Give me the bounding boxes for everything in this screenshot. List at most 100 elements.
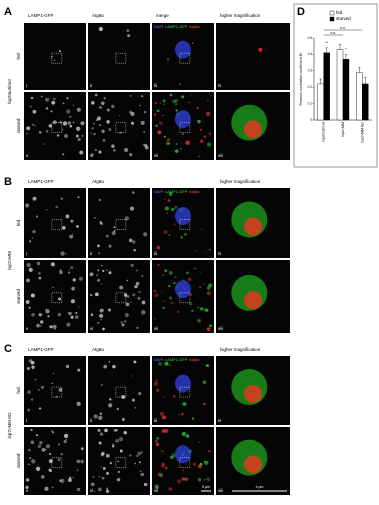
signal — [30, 293, 35, 298]
signal — [129, 301, 132, 304]
signal — [101, 476, 105, 480]
signal — [183, 232, 187, 236]
signal — [78, 276, 84, 281]
signal — [98, 475, 101, 478]
signal — [191, 94, 193, 97]
signal — [111, 443, 115, 447]
signal — [185, 463, 188, 465]
signal — [97, 321, 100, 324]
signal — [194, 267, 196, 270]
signal — [62, 128, 64, 131]
signal — [105, 234, 109, 238]
signal — [56, 134, 60, 137]
signal — [175, 143, 178, 145]
signal — [155, 379, 158, 382]
signal — [136, 326, 139, 329]
signal — [64, 133, 69, 138]
micrograph — [88, 188, 150, 258]
signal — [72, 476, 74, 478]
signal — [119, 449, 123, 453]
panel-numeral: vii — [154, 326, 158, 331]
signal — [129, 153, 133, 157]
signal — [50, 262, 55, 267]
signal — [138, 461, 141, 464]
signal — [121, 418, 125, 421]
signal — [90, 153, 94, 156]
signal — [89, 272, 94, 277]
signal — [72, 233, 74, 235]
signal — [30, 96, 34, 100]
signal — [77, 368, 81, 372]
signal — [101, 101, 105, 106]
row-label: starved — [16, 118, 21, 133]
panel-label: C — [4, 343, 12, 355]
signal — [170, 301, 174, 305]
signal — [143, 232, 148, 237]
signal — [207, 142, 212, 147]
signal — [91, 127, 94, 130]
signal — [206, 111, 211, 116]
y-tick-label: 0.3 — [308, 69, 313, 73]
signal — [28, 463, 30, 466]
signal — [134, 285, 138, 289]
signal — [97, 244, 100, 248]
signal — [180, 236, 183, 239]
signal — [31, 312, 35, 317]
signal — [94, 217, 96, 219]
signal — [98, 415, 103, 421]
signal — [156, 388, 160, 393]
signal — [184, 477, 188, 481]
signal — [98, 198, 101, 202]
inset-box — [179, 122, 191, 133]
signal — [138, 290, 141, 294]
signal — [98, 26, 103, 32]
signal — [99, 308, 104, 313]
signal — [100, 283, 103, 285]
signal — [172, 281, 176, 285]
signal — [108, 403, 113, 408]
signal — [208, 132, 211, 135]
signal — [159, 102, 161, 104]
signal — [30, 428, 33, 432]
signal — [191, 309, 194, 313]
signal — [140, 470, 142, 472]
signal — [99, 313, 104, 318]
column-header: Atg8a — [92, 347, 104, 352]
signal — [157, 472, 162, 477]
signal — [31, 123, 35, 126]
panel-numeral: vii — [154, 488, 158, 493]
signal — [200, 139, 204, 144]
signal — [39, 325, 42, 327]
merge-channel: DAPI — [154, 24, 163, 29]
panel-numeral: iii — [154, 83, 157, 88]
signal — [98, 150, 102, 154]
signal — [197, 320, 200, 323]
signal — [168, 284, 171, 288]
inset-box — [51, 386, 63, 398]
signal — [81, 135, 84, 137]
signal — [177, 310, 180, 313]
signal — [94, 292, 99, 297]
annotation: n.s. — [330, 31, 336, 35]
signal — [29, 105, 32, 108]
signal — [170, 455, 174, 459]
signal — [103, 96, 106, 100]
signal — [27, 408, 31, 412]
signal — [53, 59, 56, 61]
panel-numeral: i — [26, 83, 27, 88]
signal — [113, 226, 116, 229]
signal — [93, 122, 95, 125]
nucleus — [175, 374, 191, 393]
signal — [136, 454, 139, 457]
signal — [174, 99, 178, 103]
signal — [109, 398, 112, 401]
y-tick-label: 0.2 — [308, 85, 313, 89]
inset-box — [179, 457, 191, 468]
signal — [28, 267, 33, 272]
signal — [105, 487, 109, 490]
signal — [126, 295, 130, 298]
signal — [70, 315, 74, 319]
signal — [140, 120, 145, 125]
column-header: LAMP1-GFP — [28, 347, 54, 352]
signal — [111, 144, 115, 149]
